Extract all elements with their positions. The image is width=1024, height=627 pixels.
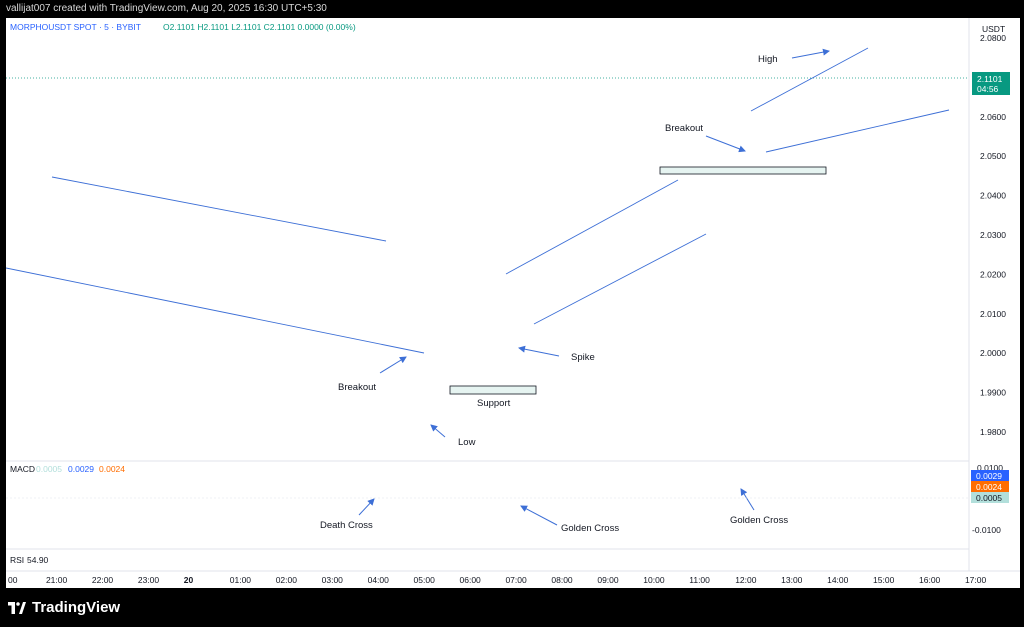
time-tick-label: 15:00 xyxy=(873,575,895,585)
macd-tag-hist: 0.0005 xyxy=(976,493,1002,503)
arrow-breakout-lower xyxy=(379,356,407,374)
macd-tag-hist-bg xyxy=(971,492,1009,503)
plot-area-bg xyxy=(6,18,1020,588)
footer-bar: TradingView xyxy=(0,588,1024,627)
time-tick-label: 00 xyxy=(8,575,18,585)
time-tick-label: 16:00 xyxy=(919,575,941,585)
legend-symbol[interactable]: MORPHOUSDT SPOT · 5 · BYBIT xyxy=(10,22,141,32)
tradingview-logo-icon xyxy=(8,602,26,614)
macd-tag-signal-bg xyxy=(971,481,1009,492)
support-zone[interactable] xyxy=(449,385,537,395)
time-tick-label: 13:00 xyxy=(781,575,803,585)
price-tick-label: 1.9800 xyxy=(980,427,1006,437)
macd-value: 0.0029 xyxy=(68,464,94,474)
time-tick-label: 17:00 xyxy=(965,575,987,585)
high-channel-upper[interactable] xyxy=(750,47,869,112)
label-golden-cross-2: Golden Cross xyxy=(730,515,788,526)
time-axis[interactable]: 00 21:00 22:00 23:00 20 01:00 02:00 03:00 04:00 0… xyxy=(8,575,986,585)
label-high: High xyxy=(758,54,778,65)
resistance-zone[interactable] xyxy=(659,166,827,175)
time-tick-label: 03:00 xyxy=(322,575,344,585)
price-tick-label: 2.0300 xyxy=(980,230,1006,240)
rsi-value: 54.90 xyxy=(27,555,49,565)
arrow-breakout-upper xyxy=(705,135,746,153)
arrow-low xyxy=(430,424,446,438)
time-tick-label: 01:00 xyxy=(230,575,252,585)
time-tick-label: 22:00 xyxy=(92,575,114,585)
price-currency: USDT xyxy=(982,24,1005,34)
time-tick-label: 14:00 xyxy=(827,575,849,585)
price-tick-label: 2.0200 xyxy=(980,269,1006,279)
price-chart[interactable]: MORPHOUSDT SPOT · 5 · BYBIT O2.1101 H2.1… xyxy=(6,18,1020,588)
high-channel-lower[interactable] xyxy=(765,109,950,153)
time-tick-label: 02:00 xyxy=(276,575,298,585)
time-tick-label: 20 xyxy=(184,575,194,585)
label-support: Support xyxy=(477,398,511,409)
down-channel-upper[interactable] xyxy=(51,176,387,242)
arrow-golden-cross-1 xyxy=(520,505,558,526)
price-tick-label: 2.0100 xyxy=(980,309,1006,319)
price-tick-label: 1.9900 xyxy=(980,388,1006,398)
time-tick-label: 04:00 xyxy=(368,575,390,585)
time-tick-label: 07:00 xyxy=(505,575,527,585)
time-tick-label: 06:00 xyxy=(460,575,482,585)
trendlines[interactable] xyxy=(6,47,950,354)
label-golden-cross-1: Golden Cross xyxy=(561,523,619,534)
annotation-arrows xyxy=(358,48,830,526)
price-tick-label: 2.0400 xyxy=(980,191,1006,201)
down-channel-lower[interactable] xyxy=(6,267,425,354)
price-tick-label: 2.0000 xyxy=(980,348,1006,358)
up-channel-upper[interactable] xyxy=(505,179,679,275)
tradingview-wordmark: TradingView xyxy=(32,599,121,616)
arrow-death-cross xyxy=(358,498,375,516)
arrow-golden-cross-2 xyxy=(740,488,755,511)
time-tick-label: 09:00 xyxy=(597,575,619,585)
label-death-cross: Death Cross xyxy=(320,520,373,531)
time-tick-label: 11:00 xyxy=(689,575,710,585)
time-tick-label: 23:00 xyxy=(138,575,160,585)
label-breakout-lower: Breakout xyxy=(338,382,376,393)
chart-panel[interactable]: MORPHOUSDT SPOT · 5 · BYBIT O2.1101 H2.1… xyxy=(6,18,1020,588)
time-tick-label: 08:00 xyxy=(551,575,573,585)
arrow-high xyxy=(791,48,830,59)
last-price-countdown: 04:56 xyxy=(977,84,999,94)
price-tick-label: 2.0800 xyxy=(980,33,1006,43)
label-spike: Spike xyxy=(571,352,595,363)
time-tick-label: 10:00 xyxy=(643,575,665,585)
last-price-tag xyxy=(972,72,1010,95)
label-low: Low xyxy=(458,437,476,448)
macd-axis-top: 0.0100 xyxy=(977,463,1003,473)
macd-axis-bottom: -0.0100 xyxy=(972,525,1001,535)
macd-tag-macd: 0.0029 xyxy=(976,471,1002,481)
rsi-label[interactable]: RSI xyxy=(10,555,24,565)
last-price-value: 2.1101 xyxy=(977,74,1003,84)
macd-tag-signal: 0.0024 xyxy=(976,482,1002,492)
time-tick-label: 21:00 xyxy=(46,575,68,585)
time-tick-label: 05:00 xyxy=(414,575,436,585)
arrow-spike xyxy=(518,345,560,357)
macd-signal-value: 0.0024 xyxy=(99,464,125,474)
legend-ohlc: O2.1101 H2.1101 L2.1101 C2.1101 0.0000 (… xyxy=(163,22,356,32)
macd-hist-value: 0.0005 xyxy=(36,464,62,474)
up-channel-lower[interactable] xyxy=(533,233,707,325)
author-line: vallijat007 created with TradingView.com… xyxy=(6,3,327,14)
price-tick-label: 2.0500 xyxy=(980,151,1006,161)
time-tick-label: 12:00 xyxy=(735,575,757,585)
macd-label[interactable]: MACD xyxy=(10,464,35,474)
top-bar: vallijat007 created with TradingView.com… xyxy=(0,0,1024,18)
macd-tag-macd-bg xyxy=(971,470,1009,481)
price-tick-label: 2.0600 xyxy=(980,112,1006,122)
label-breakout-upper: Breakout xyxy=(665,123,703,134)
